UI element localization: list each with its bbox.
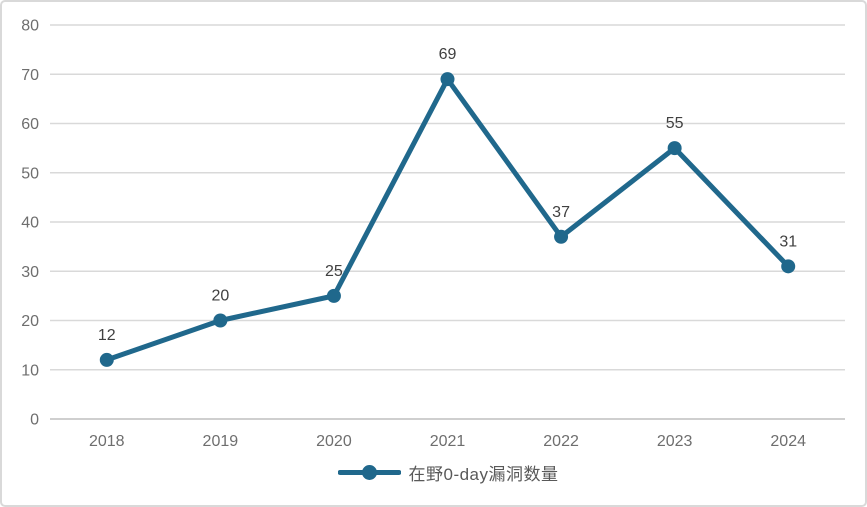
data-label: 25 (325, 263, 343, 280)
data-label: 12 (98, 327, 116, 344)
legend-label: 在野0-day漏洞数量 (408, 465, 559, 484)
x-axis-label: 2021 (430, 433, 466, 450)
x-axis-label: 2022 (543, 433, 579, 450)
y-axis-tick-label: 0 (30, 412, 39, 429)
x-axis-label: 2024 (770, 433, 806, 450)
x-axis-label: 2020 (316, 433, 352, 450)
y-axis-tick-label: 20 (21, 313, 39, 330)
x-axis-label: 2019 (203, 433, 239, 450)
y-axis-tick-label: 30 (21, 264, 39, 281)
data-label: 69 (439, 46, 457, 63)
data-point-marker (213, 313, 228, 328)
data-point-marker (781, 259, 796, 274)
y-axis-tick-label: 70 (21, 67, 39, 84)
x-axis-label: 2018 (89, 433, 125, 450)
data-point-marker (440, 72, 455, 87)
data-point-marker (554, 229, 569, 244)
data-label: 31 (779, 233, 797, 250)
series-line (104, 76, 791, 363)
y-axis-tick-label: 10 (21, 362, 39, 379)
data-point-marker (326, 288, 341, 303)
y-axis-tick-label: 60 (21, 116, 39, 133)
y-axis-tick-label: 40 (21, 215, 39, 232)
data-label: 37 (552, 204, 570, 221)
legend: 在野0-day漏洞数量 (17, 460, 865, 485)
data-point-marker (667, 141, 682, 156)
data-label: 20 (211, 288, 229, 305)
y-axis-tick-label: 80 (21, 18, 39, 35)
data-label: 55 (666, 115, 684, 132)
y-axis-tick-label: 50 (21, 165, 39, 182)
data-point-marker (99, 352, 114, 367)
x-axis-label: 2023 (657, 433, 693, 450)
legend-line-marker-icon (338, 465, 402, 480)
